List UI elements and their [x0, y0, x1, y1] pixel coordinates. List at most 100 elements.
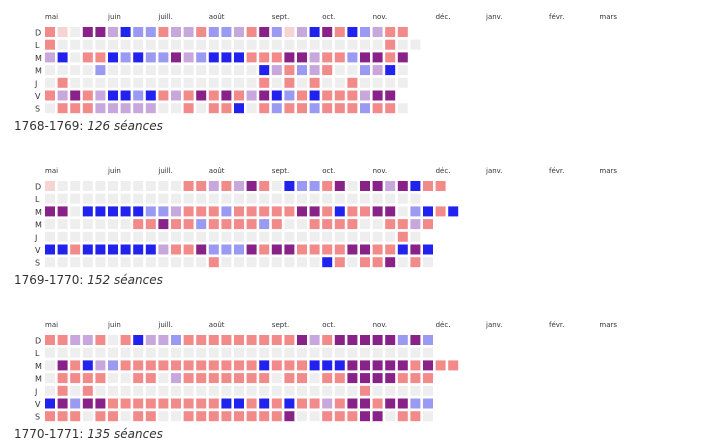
- heatmap-cell: [133, 103, 144, 114]
- heatmap-cell: [271, 39, 282, 50]
- heatmap-cell: [57, 360, 68, 371]
- heatmap-cell: [271, 335, 282, 345]
- heatmap-cell: [171, 219, 181, 230]
- heatmap-cell: [271, 90, 282, 101]
- month-label: nov.: [373, 167, 388, 175]
- heatmap-cell: [221, 360, 232, 371]
- heatmap-cell: [82, 65, 93, 76]
- heatmap-cell: [423, 181, 433, 191]
- heatmap-cell: [397, 219, 408, 230]
- heatmap-cell: [70, 385, 81, 396]
- heatmap-cell: [82, 90, 93, 101]
- heatmap-cell: [120, 193, 131, 204]
- heatmap-cell: [95, 103, 106, 114]
- heatmap-cell: [397, 52, 408, 63]
- heatmap-cell: [158, 373, 169, 384]
- heatmap-cell: [297, 39, 307, 50]
- month-label: nov.: [373, 321, 388, 329]
- heatmap-cell: [70, 193, 81, 204]
- heatmap-cell: [57, 103, 68, 114]
- heatmap-cell: [334, 77, 345, 88]
- heatmap-cell: [95, 347, 106, 358]
- heatmap-cell: [246, 90, 257, 101]
- heatmap-cell: [284, 373, 295, 384]
- heatmap-cell: [284, 231, 295, 242]
- heatmap-cell: [347, 103, 358, 114]
- heatmap-cell: [347, 398, 358, 409]
- heatmap-cell: [271, 103, 282, 114]
- heatmap-cell: [82, 385, 93, 396]
- heatmap-cell: [297, 257, 307, 268]
- heatmap-cell: [259, 90, 270, 101]
- heatmap-cell: [82, 103, 93, 114]
- heatmap-cell: [259, 347, 270, 358]
- heatmap-cell: [423, 411, 433, 422]
- heatmap-cell: [334, 103, 345, 114]
- heatmap-cell: [234, 39, 244, 50]
- heatmap-cell: [108, 90, 118, 101]
- heatmap-cell: [284, 219, 295, 230]
- heatmap-cell: [70, 103, 81, 114]
- session-count: 126 séances: [87, 119, 163, 133]
- heatmap-cell: [284, 360, 295, 371]
- heatmap-cell: [183, 206, 194, 217]
- heatmap-cell: [347, 193, 358, 204]
- heatmap-cell: [297, 244, 307, 255]
- heatmap-cell: [221, 27, 232, 37]
- heatmap-cell: [95, 385, 106, 396]
- heatmap-cell: [208, 206, 219, 217]
- heatmap-cell: [45, 27, 55, 37]
- month-label: août: [209, 167, 225, 175]
- heatmap-cell: [397, 257, 408, 268]
- heatmap-cell: [397, 360, 408, 371]
- heatmap-cell: [196, 347, 207, 358]
- heatmap-cell: [158, 257, 169, 268]
- heatmap-cell: [246, 373, 257, 384]
- heatmap-cell: [183, 398, 194, 409]
- heatmap-cell: [45, 373, 55, 384]
- heatmap-cell: [120, 219, 131, 230]
- heatmap-cell: [108, 103, 118, 114]
- heatmap-cell: [145, 219, 156, 230]
- heatmap-cell: [183, 385, 194, 396]
- heatmap-cell: [196, 385, 207, 396]
- heatmap-cell: [259, 385, 270, 396]
- heatmap-cell: [57, 257, 68, 268]
- heatmap-cell: [133, 90, 144, 101]
- heatmap-cell: [183, 52, 194, 63]
- heatmap-cell: [271, 360, 282, 371]
- heatmap-cell: [120, 181, 131, 191]
- heatmap-cell: [410, 206, 421, 217]
- heatmap-cell: [385, 335, 396, 345]
- heatmap-cell: [108, 347, 118, 358]
- heatmap-cell: [410, 219, 421, 230]
- heatmap-cell: [372, 411, 383, 422]
- heatmap-cell: [385, 193, 396, 204]
- heatmap-cell: [158, 52, 169, 63]
- heatmap-cell: [158, 77, 169, 88]
- heatmap-cell: [322, 373, 333, 384]
- heatmap-cell: [309, 39, 320, 50]
- heatmap-cell: [70, 39, 81, 50]
- heatmap-cell: [322, 193, 333, 204]
- heatmap-cell: [397, 103, 408, 114]
- month-label: déc.: [436, 167, 451, 175]
- heatmap-cell: [271, 231, 282, 242]
- heatmap-cell: [196, 411, 207, 422]
- heatmap-cell: [410, 181, 421, 191]
- heatmap-cell: [120, 398, 131, 409]
- heatmap-cell: [297, 181, 307, 191]
- heatmap-cell: [397, 385, 408, 396]
- heatmap-cell: [397, 193, 408, 204]
- heatmap-cell: [95, 373, 106, 384]
- heatmap-cell: [284, 398, 295, 409]
- heatmap-cell: [108, 360, 118, 371]
- heatmap-cell: [45, 257, 55, 268]
- heatmap-cell: [271, 206, 282, 217]
- heatmap-cell: [322, 360, 333, 371]
- heatmap-cell: [372, 373, 383, 384]
- heatmap-cell: [120, 77, 131, 88]
- heatmap-cell: [297, 193, 307, 204]
- heatmap-cell: [82, 193, 93, 204]
- heatmap-cell: [360, 90, 370, 101]
